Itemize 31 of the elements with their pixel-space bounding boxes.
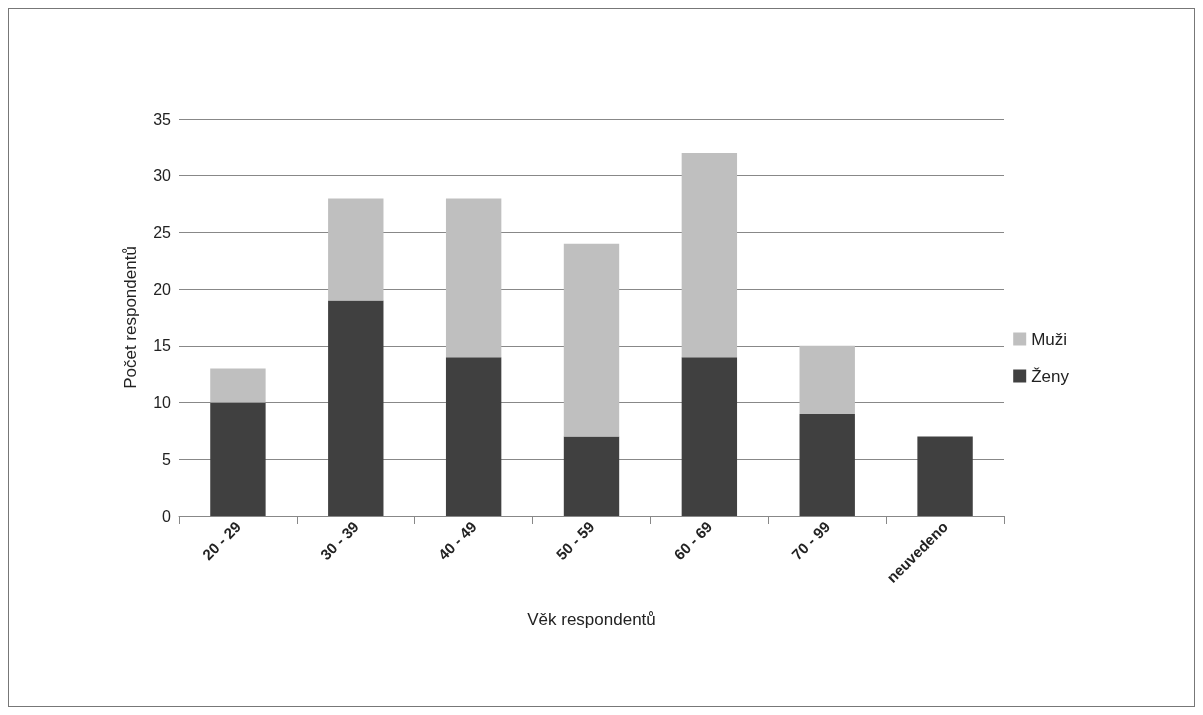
y-axis-title: Počet respondentů <box>121 246 140 389</box>
y-tick-label: 35 <box>153 110 172 128</box>
x-tick-label: 30 - 39 <box>316 517 362 563</box>
bar <box>328 198 384 301</box>
bar <box>445 357 502 516</box>
y-tick-label: 10 <box>153 394 172 412</box>
y-tick-label: 5 <box>162 450 172 468</box>
bar <box>681 153 738 358</box>
x-tick-label: 40 - 49 <box>434 517 480 563</box>
x-tick-label: 20 - 29 <box>198 517 244 563</box>
bar <box>210 368 266 403</box>
bar <box>681 357 738 516</box>
bar <box>328 300 384 516</box>
bar <box>799 345 855 414</box>
bar <box>799 413 855 516</box>
y-tick-label: 0 <box>162 507 172 525</box>
legend-label: Ženy <box>1031 366 1070 386</box>
y-tick-label: 25 <box>153 223 172 241</box>
legend-label: Muži <box>1031 329 1068 349</box>
x-tick-label: 70 - 99 <box>788 517 834 563</box>
bar <box>563 243 620 437</box>
bar <box>210 402 266 516</box>
bar <box>445 198 502 358</box>
y-tick-label: 20 <box>153 280 172 298</box>
x-tick-label: 60 - 69 <box>670 517 716 563</box>
y-tick-label: 30 <box>153 167 172 185</box>
x-axis-title: Věk respondentů <box>527 610 656 629</box>
y-tick-label: 15 <box>153 337 172 355</box>
x-tick-label: 50 - 59 <box>552 517 598 563</box>
bar <box>563 436 620 516</box>
bar <box>917 436 973 516</box>
